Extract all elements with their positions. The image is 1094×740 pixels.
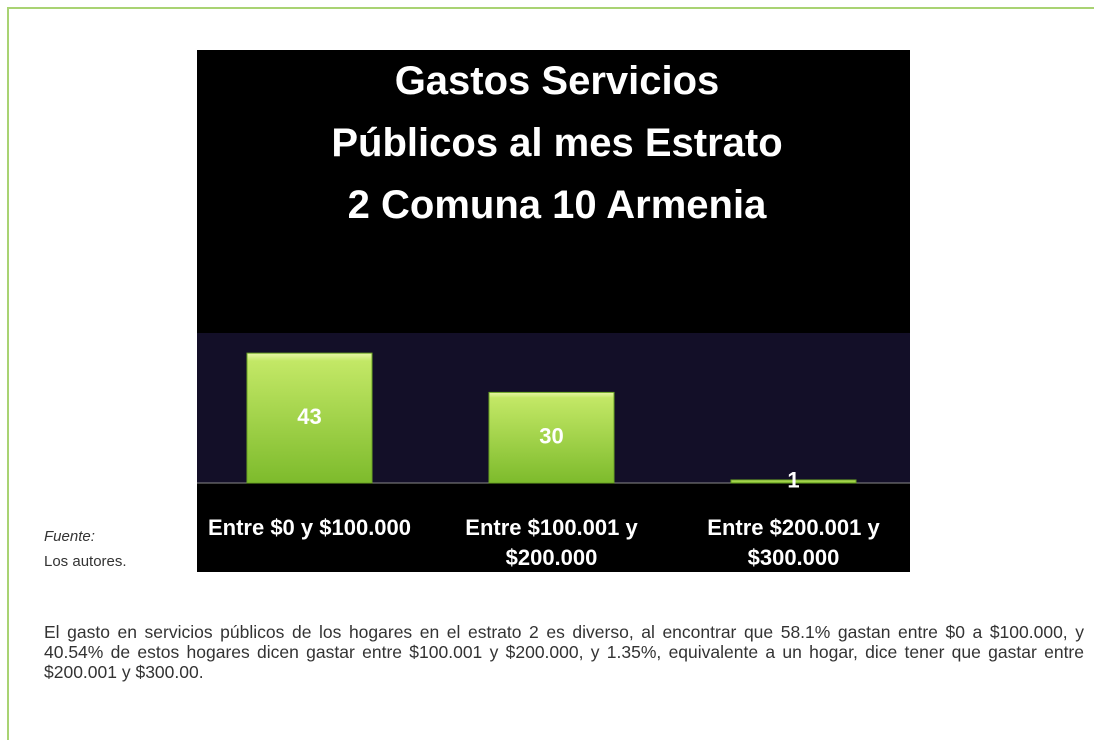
bar: [730, 479, 857, 484]
data-label: 30: [539, 424, 563, 449]
source-label: Fuente:: [44, 528, 95, 545]
bar: [246, 352, 373, 484]
data-label: 1: [787, 467, 799, 492]
data-label: 43: [297, 404, 321, 429]
frame-border: [7, 7, 9, 740]
x-tick-label: Entre $200.001 y $300.000: [707, 515, 880, 570]
bar: [488, 391, 615, 484]
chart: 43 30 1 Gastos Servicios Públicos al mes E…: [197, 50, 910, 572]
source-text: Los autores.: [44, 553, 127, 570]
x-tick-label: Entre $100.001 y $200.000: [465, 515, 638, 570]
frame-border: [8, 7, 1094, 9]
paragraph: El gasto en servicios públicos de los ho…: [44, 622, 1084, 682]
plot: 43 30 1: [197, 333, 910, 492]
chart-title: Gastos Servicios Públicos al mes Estrato…: [331, 59, 783, 227]
x-tick-label: Entre $0 y $100.000: [207, 515, 412, 540]
